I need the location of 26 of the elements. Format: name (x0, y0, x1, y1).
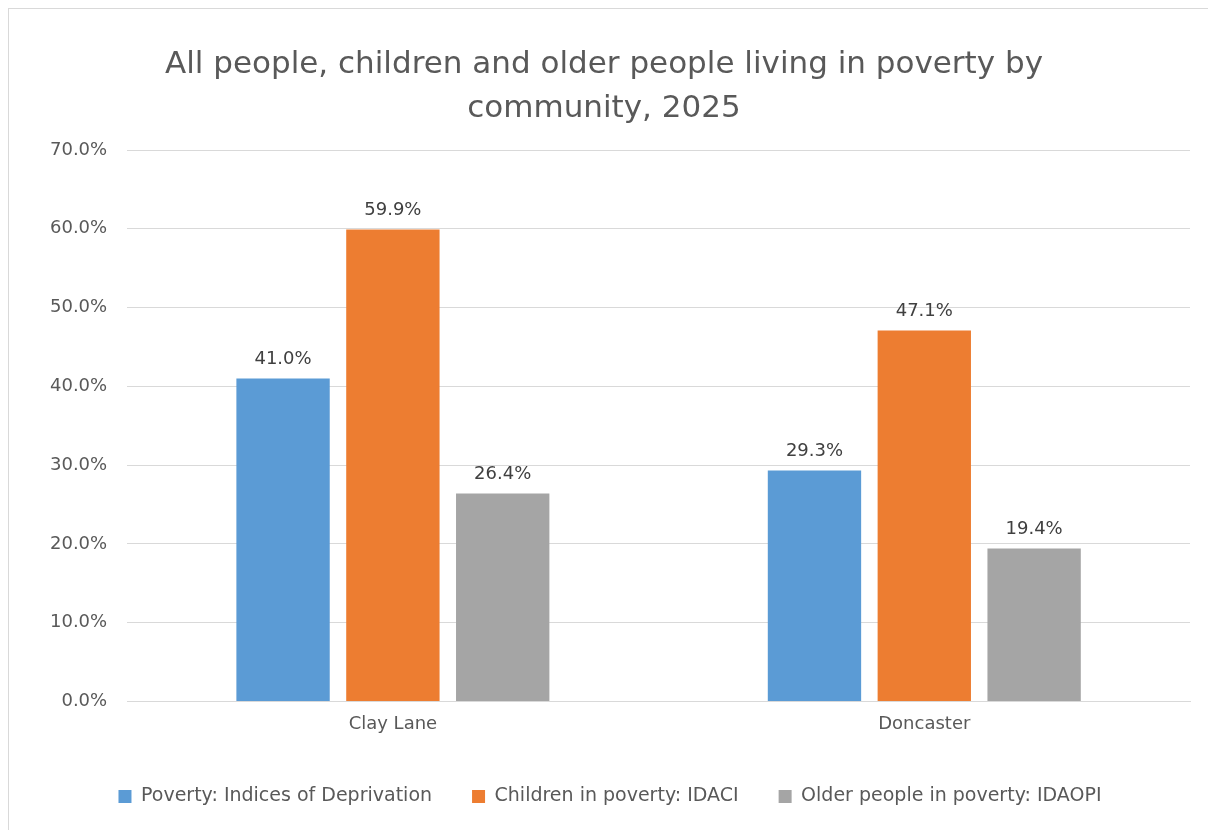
y-tick-label: 20.0% (49, 531, 108, 553)
x-tick-label: Doncaster (878, 711, 971, 733)
bar (877, 330, 971, 701)
data-label: 26.4% (474, 462, 532, 484)
legend-label: Poverty: Indices of Deprivation (140, 783, 433, 806)
y-tick-label: 70.0% (49, 137, 108, 159)
legend-label: Older people in poverty: IDAOPI (801, 783, 1102, 806)
chart-title: All people, children and older people living in poverty by community, 2025 (164, 43, 1044, 126)
bar (767, 470, 862, 701)
data-label: 41.0% (254, 347, 312, 369)
data-label: 59.9% (364, 198, 422, 220)
x-tick-label: Clay Lane (348, 711, 438, 733)
bar (346, 229, 440, 701)
y-tick-label: 60.0% (49, 216, 108, 238)
bar (236, 378, 330, 701)
y-tick-label: 50.0% (49, 295, 108, 317)
legend-label: Children in poverty: IDACI (494, 783, 739, 806)
y-tick-label: 30.0% (49, 452, 108, 474)
y-tick-label: 0.0% (61, 689, 108, 711)
data-label: 29.3% (785, 439, 844, 461)
y-tick-label: 10.0% (49, 610, 108, 632)
data-label: 47.1% (895, 299, 953, 321)
bar (456, 493, 550, 701)
y-tick-label: 40.0% (49, 373, 108, 395)
data-label: 19.4% (1005, 517, 1063, 539)
bar (987, 548, 1081, 701)
